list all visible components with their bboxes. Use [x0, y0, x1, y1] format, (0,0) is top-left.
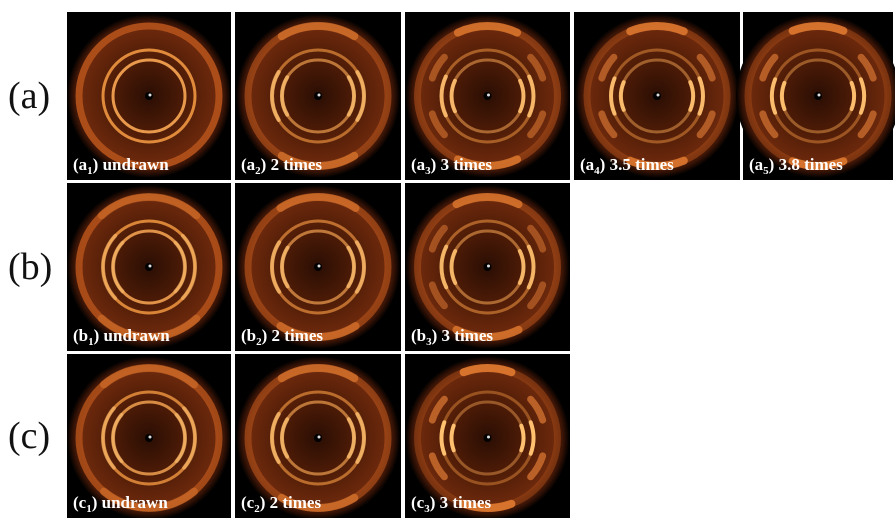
caption-text: ) 3 times — [430, 493, 492, 512]
caption-prefix: (b — [241, 326, 256, 345]
caption-text: ) 2 times — [260, 493, 322, 512]
beam-center — [487, 265, 490, 268]
beam-center — [149, 94, 152, 97]
caption-text: ) 2 times — [261, 155, 323, 174]
caption-text: ) 3.8 times — [769, 155, 844, 174]
caption-prefix: (a — [73, 155, 88, 174]
panel-caption: (a3) 3 times — [411, 155, 492, 177]
meridional-arc — [464, 368, 512, 372]
beam-center — [318, 436, 321, 439]
caption-prefix: (b — [73, 326, 88, 345]
panel-caption: (b2) 2 times — [241, 326, 323, 348]
caption-prefix: (c — [241, 493, 255, 512]
beam-center — [149, 265, 152, 268]
pattern-panel: (b3) 3 times — [405, 183, 570, 351]
equatorial-arc — [521, 426, 523, 451]
caption-prefix: (a — [411, 155, 426, 174]
panel-caption: (a4) 3.5 times — [580, 155, 674, 177]
panel-caption: (b3) 3 times — [411, 326, 493, 348]
caption-text: ) undrawn — [94, 326, 171, 345]
beam-center — [487, 436, 490, 439]
beam-center — [657, 94, 660, 97]
pattern-panel: (a2) 2 times — [235, 12, 401, 180]
pattern-panel: (a3) 3 times — [405, 12, 570, 180]
pattern-panel: (a1) undrawn — [67, 12, 231, 180]
beam-center — [318, 265, 321, 268]
beam-center — [318, 94, 321, 97]
beam-center — [487, 94, 490, 97]
caption-text: ) 3 times — [431, 155, 493, 174]
pattern-panel: (b1) undrawn — [67, 183, 231, 351]
panel-caption: (a5) 3.8 times — [749, 155, 843, 177]
caption-prefix: (a — [580, 155, 595, 174]
beam-center — [818, 94, 821, 97]
pattern-panel: (b2) 2 times — [235, 183, 401, 351]
caption-prefix: (c — [411, 493, 425, 512]
pattern-panel: (a5) 3.8 times — [736, 12, 895, 180]
caption-prefix: (b — [411, 326, 426, 345]
panel-caption: (c3) 3 times — [411, 493, 491, 515]
pattern-panel: (c1) undrawn — [67, 354, 231, 518]
caption-text: ) 2 times — [262, 326, 324, 345]
beam-center — [149, 436, 152, 439]
pattern-panel: (c3) 3 times — [405, 354, 570, 518]
caption-prefix: (a — [241, 155, 256, 174]
equatorial-arc — [452, 426, 454, 451]
panel-caption: (c2) 2 times — [241, 493, 321, 515]
caption-text: ) 3 times — [432, 326, 494, 345]
caption-prefix: (a — [749, 155, 764, 174]
panel-caption: (b1) undrawn — [73, 326, 170, 348]
row-label: (c) — [8, 415, 50, 457]
caption-text: ) 3.5 times — [600, 155, 675, 174]
pattern-panel: (a4) 3.5 times — [574, 12, 740, 180]
figure: (a)(a1) undrawn(a2) 2 times(a3) 3 times(… — [0, 0, 895, 518]
pattern-panel: (c2) 2 times — [235, 354, 401, 518]
row-label: (b) — [8, 246, 52, 288]
caption-text: ) undrawn — [93, 155, 170, 174]
panel-caption: (a2) 2 times — [241, 155, 322, 177]
caption-prefix: (c — [73, 493, 87, 512]
caption-text: ) undrawn — [92, 493, 169, 512]
row-label: (a) — [8, 75, 50, 117]
